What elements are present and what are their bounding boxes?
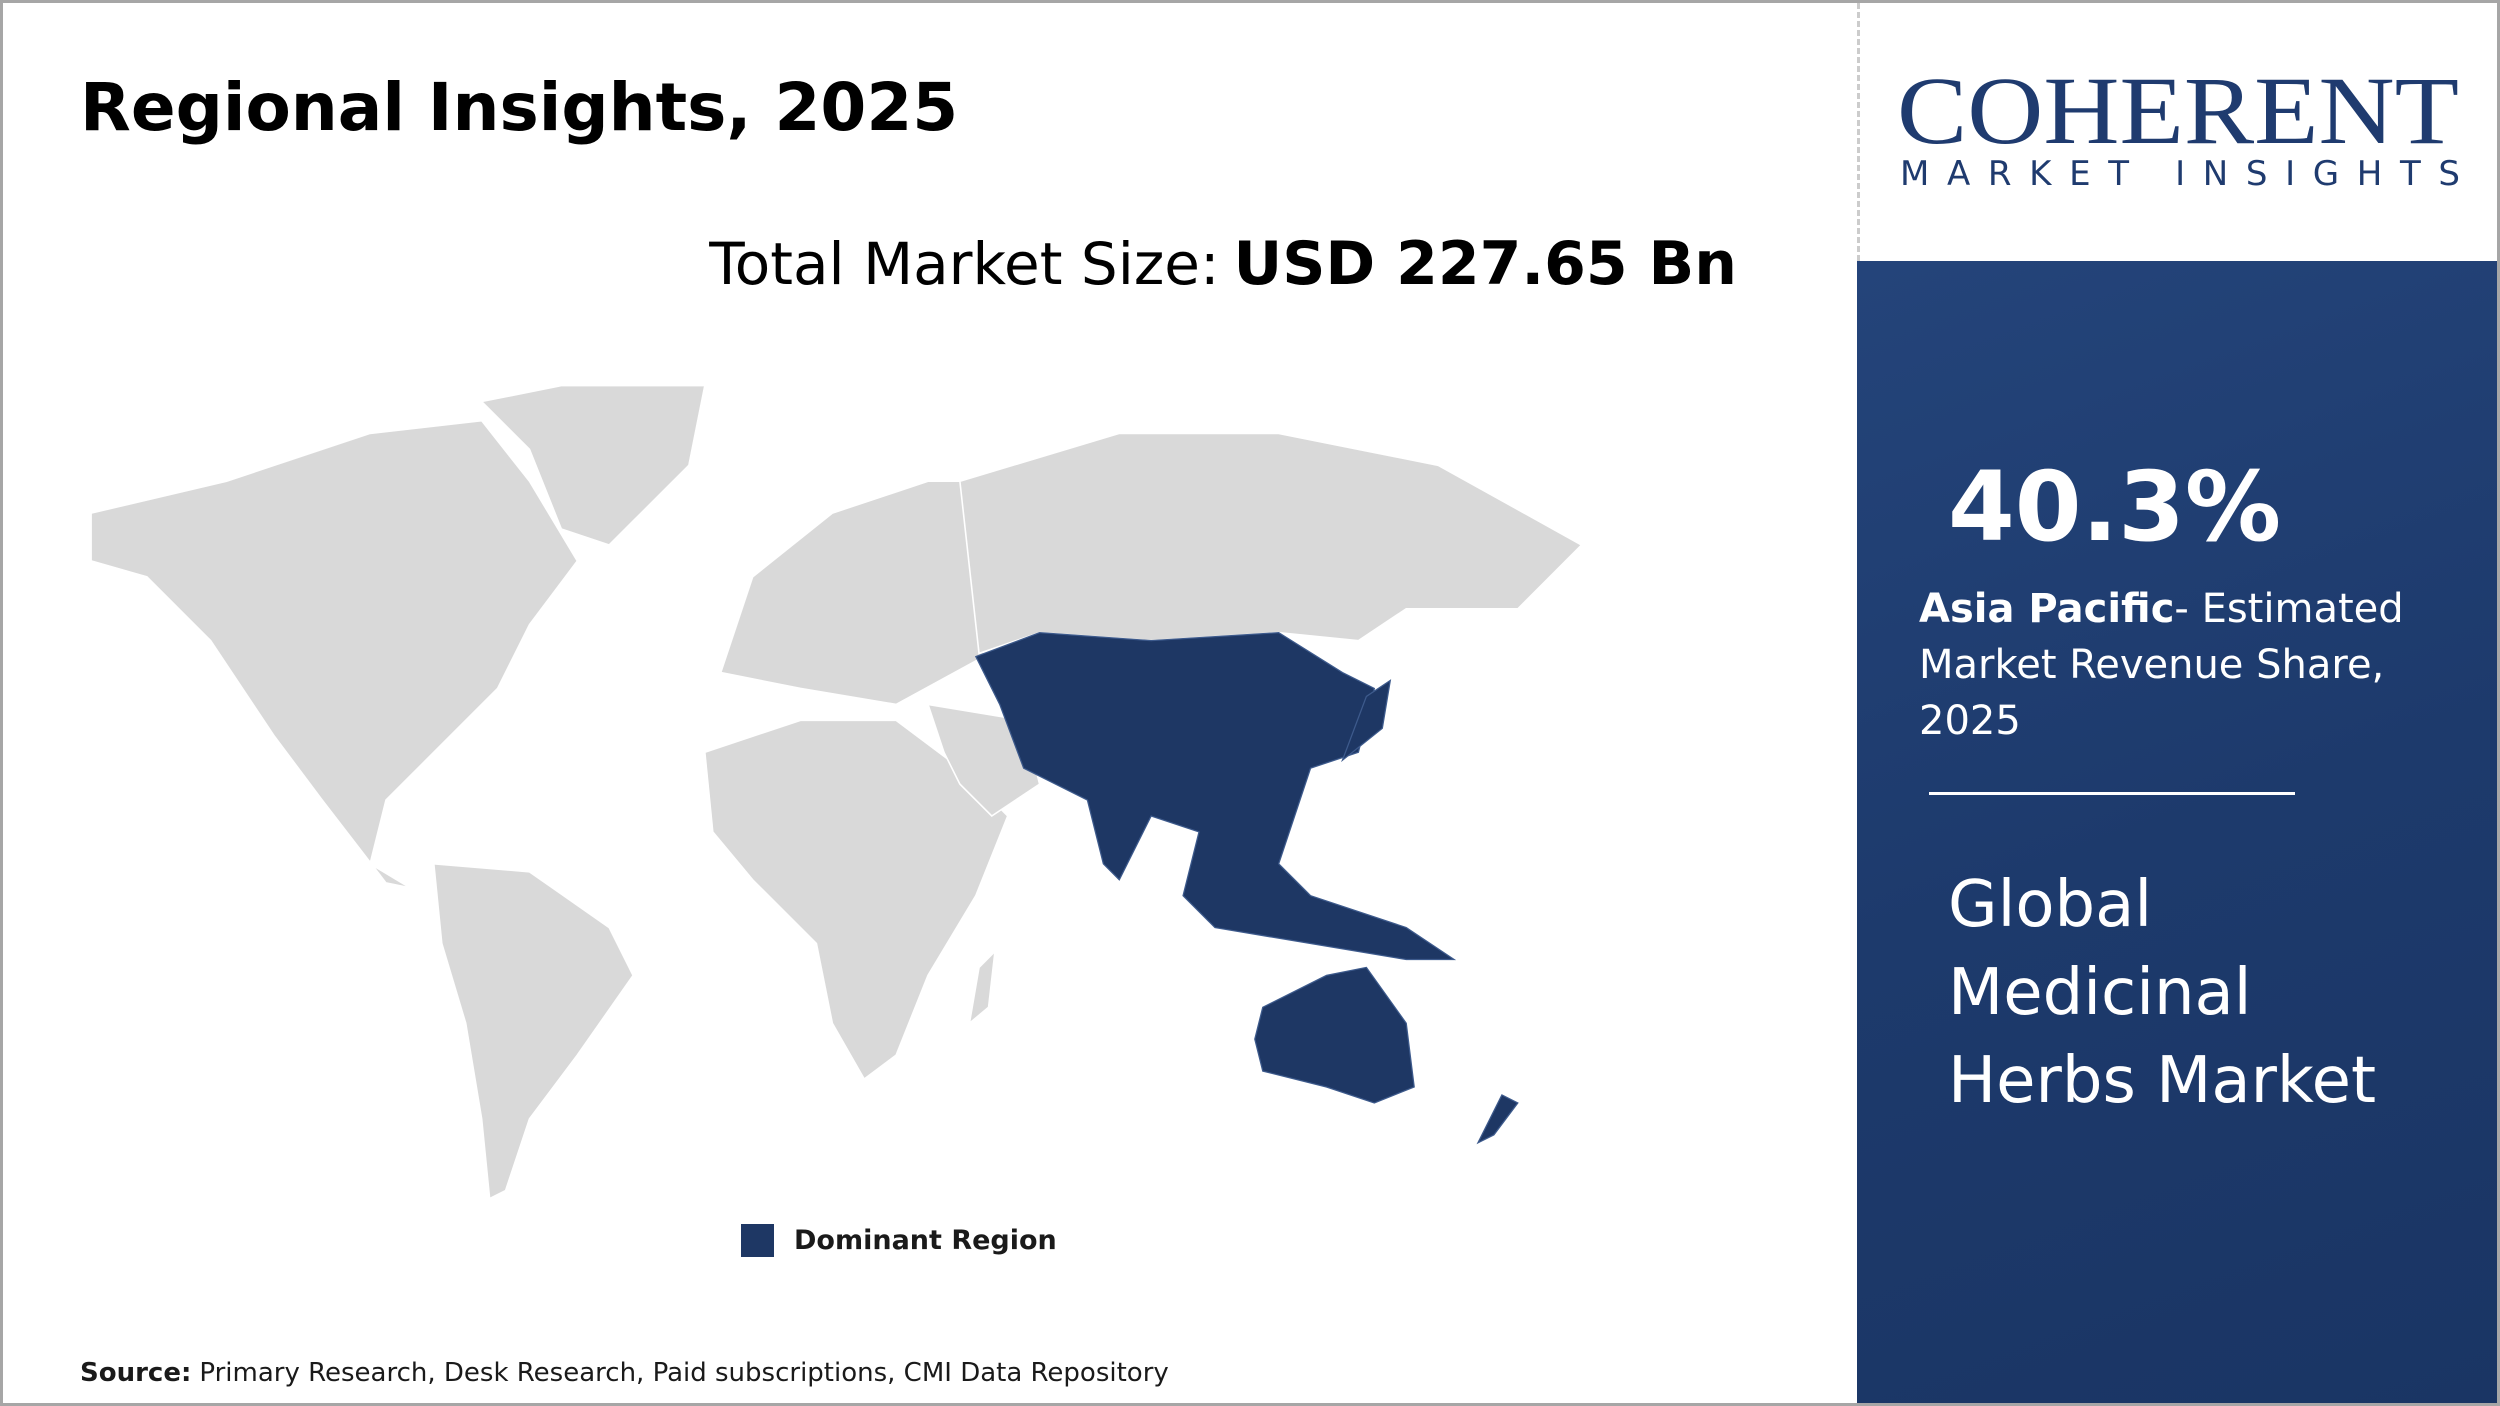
title: Regional Insights, 2025 (80, 69, 959, 146)
source: Source: Primary Research, Desk Research, … (80, 1358, 1169, 1388)
caption-text: - Estimated Market Revenue Share, 2025 (1919, 586, 2404, 744)
greenland (480, 384, 706, 546)
share-value: 40.3% (1948, 451, 2282, 563)
legend-swatch (741, 1224, 774, 1257)
australia (1254, 966, 1415, 1104)
asia-pacific (974, 632, 1457, 961)
logo-art: COHERENT MARKET INSIGHTS (1897, 57, 2460, 194)
market-size-value: USD 227.65 Bn (1233, 229, 1738, 299)
africa (703, 719, 1009, 1081)
highlight-panel: 40.3% Asia Pacific- Estimated Market Rev… (1857, 261, 2497, 1403)
region-name: Asia Pacific (1919, 586, 2175, 632)
source-label: Source: (80, 1358, 192, 1388)
south-america (432, 862, 635, 1200)
madagascar (968, 949, 997, 1026)
market-size: Total Market Size: USD 227.65 Bn (709, 229, 1737, 299)
market-size-label: Total Market Size: (709, 230, 1220, 298)
source-text: Primary Research, Desk Research, Paid su… (199, 1358, 1169, 1388)
new-zealand (1476, 1094, 1519, 1145)
europe (719, 480, 993, 706)
logo-name: COHERENT (1897, 57, 2459, 164)
legend-label: Dominant Region (794, 1225, 1057, 1256)
world-map (90, 384, 1583, 1200)
share-caption: Asia Pacific- Estimated Market Revenue S… (1919, 581, 2439, 749)
divider (1929, 792, 2295, 795)
logo: COHERENT MARKET INSIGHTS (1857, 3, 2497, 261)
north-america (90, 419, 579, 889)
japan (1341, 679, 1392, 763)
logo-tagline: MARKET INSIGHTS (1900, 154, 2460, 194)
russia (959, 432, 1583, 655)
market-name: Global Medicinal Herbs Market (1948, 868, 2377, 1118)
